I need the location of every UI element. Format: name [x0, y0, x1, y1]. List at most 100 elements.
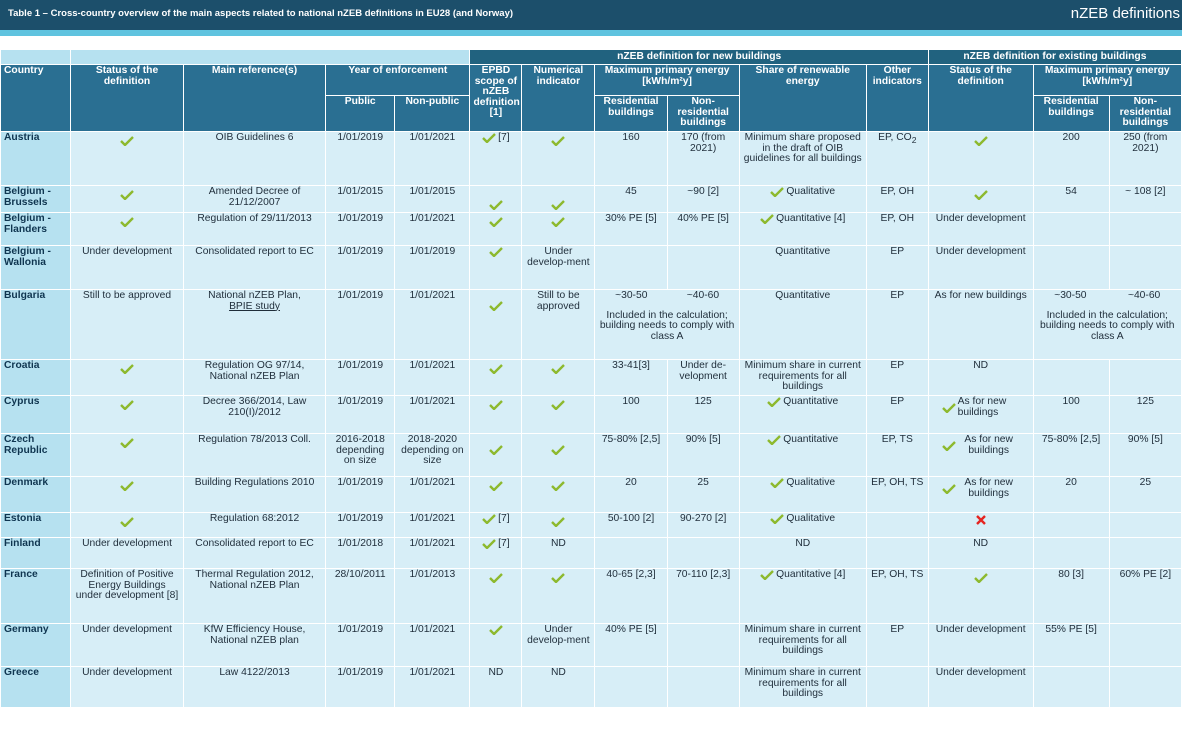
pe-residential: 75-80% [2,5] — [594, 433, 668, 477]
numerical-cell — [521, 512, 596, 538]
numerical-cell: Under develop-ment — [521, 623, 596, 667]
ex-status-cell: ND — [927, 359, 1034, 396]
status-cell: Under development — [70, 623, 184, 667]
ex-pe-nonresidential — [1108, 359, 1182, 396]
ex-status-cell: As for new buildings — [927, 433, 1034, 477]
status-cell: Still to be approved — [70, 289, 184, 360]
country-name: Belgium - Brussels — [0, 185, 72, 213]
col-country: Country — [0, 64, 72, 132]
year-public: 1/01/2019 — [325, 512, 396, 538]
year-nonpublic: 1/01/2021 — [394, 395, 471, 434]
pe-note: Included in the calculation; building ne… — [599, 309, 735, 342]
ex-pe-residential: 55% PE [5] — [1032, 623, 1110, 667]
year-nonpublic: 2018-2020 depending on size — [394, 433, 471, 477]
check-icon — [941, 483, 956, 494]
pe-residential — [594, 245, 668, 290]
year-public: 28/10/2011 — [325, 568, 396, 624]
epbd-note: [7] — [498, 132, 510, 143]
ex-pe-residential: 54 — [1032, 185, 1110, 213]
year-public: 1/01/2019 — [325, 476, 396, 513]
check-icon — [551, 445, 566, 455]
pe-nonresidential — [666, 666, 740, 708]
col-maxpe: Maximum primary energy [kWh/m²y] — [594, 64, 740, 96]
epbd-cell: ND — [469, 666, 523, 708]
table-row: Finland Under development Consolidated r… — [0, 537, 1182, 569]
ex-status-cell: ND — [927, 537, 1034, 569]
epbd-cell — [469, 245, 523, 290]
renewable-cell: Quantitative — [738, 395, 867, 434]
year-nonpublic: 1/01/2021 — [394, 666, 471, 708]
check-icon — [489, 481, 503, 491]
numerical-cell — [521, 131, 596, 186]
country-name: Austria — [0, 131, 72, 186]
epbd-cell — [469, 359, 523, 396]
year-public: 1/01/2015 — [325, 185, 396, 213]
year-nonpublic: 1/01/2015 — [394, 185, 471, 213]
check-icon — [489, 573, 503, 583]
section-title: nZEB definitions — [1070, 5, 1180, 22]
ex-pe-nonresidential: 60% PE [2] — [1108, 568, 1182, 624]
ex-pe-nonresidential — [1108, 212, 1182, 246]
table-row: Belgium - Brussels Amended Decree of 21/… — [0, 185, 1182, 213]
country-name: Denmark — [0, 476, 72, 513]
reference-cell: Consolidated report to EC — [182, 537, 327, 569]
check-icon — [973, 573, 988, 583]
country-name: Germany — [0, 623, 72, 667]
numerical-cell: Still to be approved — [521, 289, 596, 360]
country-name: Bulgaria — [0, 289, 72, 360]
check-icon — [489, 364, 503, 374]
status-cell — [70, 359, 184, 396]
year-nonpublic: 1/01/2021 — [394, 359, 471, 396]
renewable-cell: ND — [738, 537, 867, 569]
pe-nonresidential: ~90 [2] — [666, 185, 740, 213]
reference-cell: Regulation 68:2012 — [182, 512, 327, 538]
col-res: Residential buildings — [594, 95, 668, 132]
col-ex-nonres: Non-residential buildings — [1108, 95, 1182, 132]
ex-pe-residential: ~30-50 — [1054, 290, 1087, 301]
table-row: Belgium - Flanders Regulation of 29/11/2… — [0, 212, 1182, 246]
other-indicators — [865, 537, 929, 569]
check-icon — [482, 514, 497, 525]
check-icon — [120, 481, 134, 491]
epbd-cell — [469, 395, 523, 434]
pe-residential — [594, 537, 668, 569]
ex-pe-nonresidential: ~ 108 [2] — [1108, 185, 1182, 213]
col-numerical: Numerical indicator — [521, 64, 596, 132]
check-icon — [489, 625, 503, 635]
ex-pe-residential: 80 [3] — [1032, 568, 1110, 624]
status-cell: Under development — [70, 537, 184, 569]
epbd-cell: [7] — [469, 537, 523, 569]
table-title: Table 1 – Cross-country overview of the … — [8, 8, 514, 19]
check-icon — [120, 400, 134, 410]
pe-residential: ~30-50 — [615, 290, 648, 301]
check-icon — [120, 136, 134, 146]
country-name: Czech Republic — [0, 433, 72, 477]
pe-nonresidential: ~40-60 — [686, 290, 720, 301]
check-icon — [973, 136, 988, 146]
check-icon — [770, 478, 785, 489]
ex-pe-nonresidential — [1108, 245, 1182, 290]
year-public: 1/01/2019 — [325, 666, 396, 708]
col-year: Year of enforcement — [325, 64, 471, 96]
other-indicators: EP, CO2 — [865, 131, 929, 186]
numerical-cell — [521, 359, 596, 396]
check-icon — [489, 445, 503, 455]
year-public: 1/01/2019 — [325, 289, 396, 360]
reference-cell: KfW Efficiency House, National nZEB plan — [182, 623, 327, 667]
year-nonpublic: 1/01/2021 — [394, 537, 471, 569]
pe-nonresidential: 90-270 [2] — [666, 512, 740, 538]
table-row: Czech Republic Regulation 78/2013 Coll. … — [0, 433, 1182, 477]
bpie-study-link[interactable]: BPIE study — [229, 300, 280, 312]
check-icon — [770, 514, 785, 525]
other-indicators: EP — [865, 245, 929, 290]
check-icon — [770, 187, 785, 198]
numerical-cell: ND — [521, 537, 596, 569]
col-renew: Share of renewable energy — [738, 64, 867, 132]
check-icon — [551, 364, 566, 374]
table-row: Estonia Regulation 68:2012 1/01/2019 1/0… — [0, 512, 1182, 538]
ex-status-cell: As for new buildings — [927, 476, 1034, 513]
reference-cell: Thermal Regulation 2012, National nZEB P… — [182, 568, 327, 624]
reference-cell: Regulation of 29/11/2013 — [182, 212, 327, 246]
ex-pe-nonresidential — [1108, 512, 1182, 538]
col-ex-status: Status of the definition — [927, 64, 1034, 132]
